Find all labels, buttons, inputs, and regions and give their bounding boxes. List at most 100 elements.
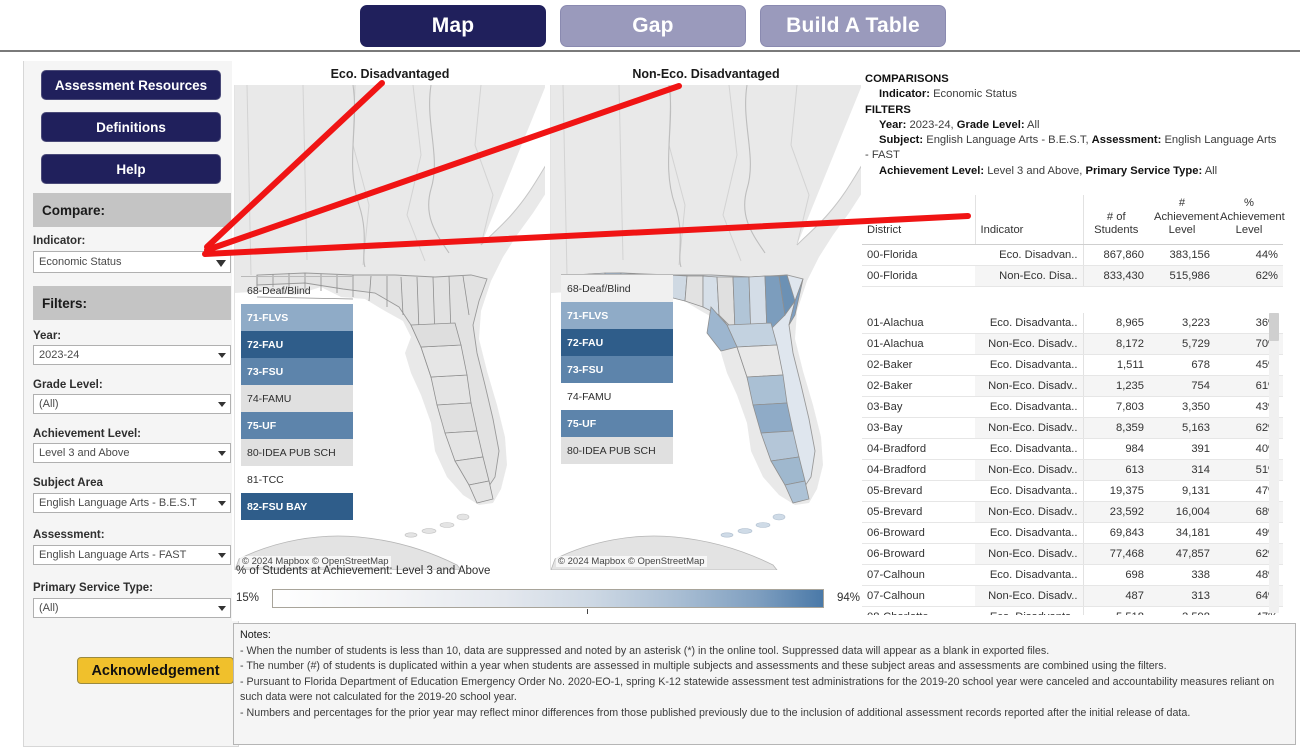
cell-num-achievement: 313 <box>1149 585 1215 607</box>
legend-item[interactable]: 73-FSU <box>241 358 353 385</box>
cell-indicator: Non-Eco. Disadv.. <box>975 585 1084 607</box>
comparisons-heading: COMPARISONS <box>865 73 949 85</box>
legend-item-label: 80-IDEA PUB SCH <box>567 444 656 457</box>
filters-subject-assessment-line: Subject: English Language Arts - B.E.S.T… <box>865 133 1285 148</box>
filters-year-value: 2023-24, <box>909 118 954 131</box>
cell-num-achievement: 314 <box>1149 459 1215 481</box>
legend-item[interactable]: 72-FAU <box>241 331 353 358</box>
cell-num-achievement: 2,598 <box>1149 606 1215 615</box>
cell-num-achievement: 754 <box>1149 375 1215 397</box>
year-select[interactable]: 2023-24 <box>33 345 231 365</box>
acknowledgement-button[interactable]: Acknowledgement <box>77 657 234 684</box>
color-scale-max: 94% <box>836 592 860 604</box>
cell-num-achievement: 47,857 <box>1149 543 1215 565</box>
table-row[interactable]: 01-Alachua Eco. Disadvanta.. 8,965 3,223 36% <box>862 313 1283 334</box>
cell-pct-achievement: 61% <box>1215 375 1283 397</box>
table-row[interactable]: 03-Bay Eco. Disadvanta.. 7,803 3,350 43% <box>862 396 1283 418</box>
filters-achievement-level-value: Level 3 and Above, <box>987 164 1083 177</box>
cell-district: 05-Brevard <box>862 480 975 502</box>
cell-students: 1,235 <box>1083 375 1149 397</box>
filters-subject-label: Subject: <box>879 134 924 147</box>
notes-title: Notes: <box>240 629 271 641</box>
table-row[interactable]: 00-Florida Non-Eco. Disa.. 833,430 515,986 6… <box>862 265 1283 287</box>
table-row[interactable]: 02-Baker Eco. Disadvanta.. 1,511 678 45% <box>862 354 1283 376</box>
filters-assessment-value: English Language Arts <box>1164 134 1277 147</box>
legend-item[interactable]: 74-FAMU <box>561 383 673 410</box>
legend-item[interactable]: 74-FAMU <box>241 385 353 412</box>
cell-indicator: Eco. Disadvanta.. <box>975 354 1084 376</box>
col-district[interactable]: District <box>862 195 976 245</box>
table-row[interactable]: 04-Bradford Non-Eco. Disadv.. 613 314 51% <box>862 459 1283 481</box>
cell-students: 69,843 <box>1083 522 1149 544</box>
legend-item-label: 73-FSU <box>567 363 604 376</box>
table-row[interactable]: 01-Alachua Non-Eco. Disadv.. 8,172 5,729 70% <box>862 333 1283 355</box>
cell-district: 02-Baker <box>862 354 975 376</box>
table-row[interactable]: 07-Calhoun Non-Eco. Disadv.. 487 313 64% <box>862 585 1283 607</box>
legend-item[interactable]: 71-FLVS <box>561 302 673 329</box>
legend-item[interactable]: 73-FSU <box>561 356 673 383</box>
tab-map[interactable]: Map <box>360 5 546 47</box>
cell-num-achievement: 515,986 <box>1149 265 1215 287</box>
indicator-select[interactable]: Economic Status <box>33 251 231 273</box>
table-row[interactable]: 08-CharlotteEco. Disadvanta..5,5182,5984… <box>862 606 1283 615</box>
cell-num-achievement: 9,131 <box>1149 480 1215 502</box>
cell-indicator: Non-Eco. Disadv.. <box>975 333 1084 355</box>
subject-area-select[interactable]: English Language Arts - B.E.S.T <box>33 493 231 513</box>
table-row[interactable]: 00-Florida Eco. Disadvan.. 867,860 383,156 4… <box>862 244 1283 266</box>
legend-item[interactable]: 75-UF <box>241 412 353 439</box>
legend-item[interactable]: 81-TCC <box>241 466 353 493</box>
col-pct-ach-line1: % <box>1244 197 1254 209</box>
table-row[interactable]: 02-Baker Non-Eco. Disadv.. 1,235 754 61% <box>862 375 1283 397</box>
year-label: Year: <box>33 330 62 342</box>
col-num-students[interactable]: # of Students <box>1082 195 1149 245</box>
definitions-button[interactable]: Definitions <box>41 112 221 142</box>
legend-item-label: 72-FAU <box>567 336 604 349</box>
cell-num-achievement: 3,223 <box>1149 313 1215 334</box>
col-num-achievement-level[interactable]: # Achievement Level <box>1149 195 1219 245</box>
map-attribution-left: © 2024 Mapbox © OpenStreetMap <box>240 556 391 567</box>
color-scale-min: 15% <box>236 592 260 604</box>
legend-item[interactable]: 68-Deaf/Blind <box>241 277 353 304</box>
cell-num-achievement: 34,181 <box>1149 522 1215 544</box>
chevron-down-icon <box>218 451 226 456</box>
table-row[interactable]: 06-Broward Non-Eco. Disadv.. 77,468 47,857 6… <box>862 543 1283 565</box>
tab-build-a-table[interactable]: Build A Table <box>760 5 946 47</box>
table-row[interactable]: 05-Brevard Non-Eco. Disadv.. 23,592 16,004 6… <box>862 501 1283 523</box>
cell-district: 02-Baker <box>862 375 975 397</box>
tab-gap[interactable]: Gap <box>560 5 746 47</box>
subject-area-label: Subject Area <box>33 477 103 489</box>
table-row[interactable]: 03-Bay Non-Eco. Disadv.. 8,359 5,163 62% <box>862 417 1283 439</box>
table-row[interactable]: 07-Calhoun Eco. Disadvanta.. 698 338 48% <box>862 564 1283 586</box>
assessment-value: English Language Arts - FAST <box>39 549 187 561</box>
data-table-rows-viewport[interactable]: 01-Alachua Eco. Disadvanta.. 8,965 3,223 36%… <box>862 313 1290 615</box>
grade-level-select[interactable]: (All) <box>33 394 231 414</box>
cell-district: 00-Florida <box>862 244 975 266</box>
legend-item[interactable]: 68-Deaf/Blind <box>561 275 673 302</box>
help-button[interactable]: Help <box>41 154 221 184</box>
cell-num-achievement: 678 <box>1149 354 1215 376</box>
legend-item[interactable]: 82-FSU BAY <box>241 493 353 520</box>
tab-build-a-table-label: Build A Table <box>786 14 920 37</box>
notes-panel: Notes: - When the number of students is … <box>233 623 1296 745</box>
col-indicator[interactable]: Indicator <box>975 195 1083 245</box>
legend-item-label: 73-FSU <box>247 365 284 378</box>
primary-service-type-select[interactable]: (All) <box>33 598 231 618</box>
achievement-level-select[interactable]: Level 3 and Above <box>33 443 231 463</box>
table-scrollbar-thumb[interactable] <box>1269 313 1279 341</box>
legend-item[interactable]: 80-IDEA PUB SCH <box>241 439 353 466</box>
cell-indicator: Eco. Disadvan.. <box>975 244 1084 266</box>
assessment-resources-button[interactable]: Assessment Resources <box>41 70 221 100</box>
table-row[interactable]: 05-Brevard Eco. Disadvanta.. 19,375 9,131 47… <box>862 480 1283 502</box>
legend-item[interactable]: 80-IDEA PUB SCH <box>561 437 673 464</box>
note-line-4: - Numbers and percentages for the prior … <box>240 706 1191 719</box>
table-row[interactable]: 04-Bradford Eco. Disadvanta.. 984 391 40% <box>862 438 1283 460</box>
legend-item[interactable]: 71-FLVS <box>241 304 353 331</box>
table-row[interactable]: 06-Broward Eco. Disadvanta.. 69,843 34,181 4… <box>862 522 1283 544</box>
cell-district: 08-Charlotte <box>862 606 975 615</box>
assessment-select[interactable]: English Language Arts - FAST <box>33 545 231 565</box>
table-scrollbar[interactable] <box>1269 313 1279 613</box>
data-table-summary: District Indicator # of Students # Achie… <box>862 195 1285 287</box>
col-pct-achievement-level[interactable]: % Achievement Level <box>1215 195 1285 245</box>
legend-item[interactable]: 72-FAU <box>561 329 673 356</box>
legend-item[interactable]: 75-UF <box>561 410 673 437</box>
